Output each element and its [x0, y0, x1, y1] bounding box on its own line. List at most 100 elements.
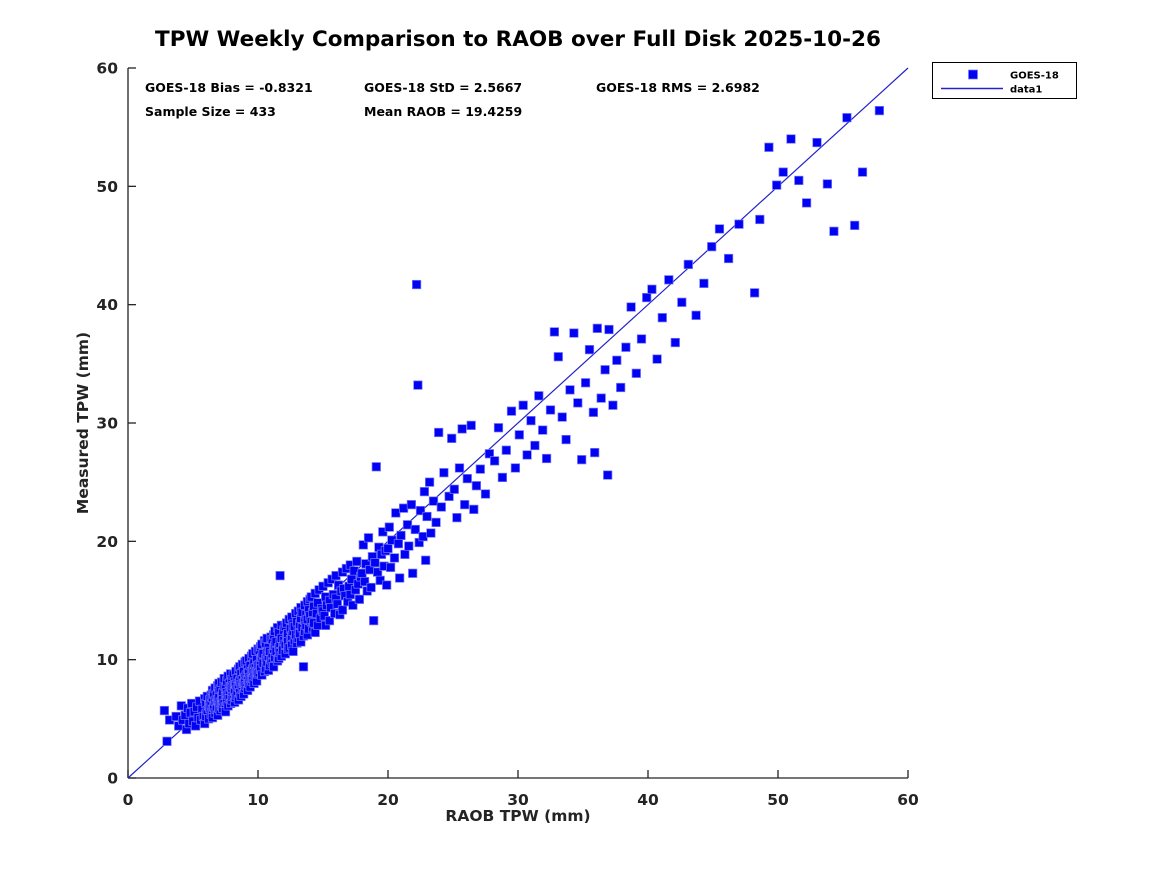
legend-label-data1: data1 [1010, 85, 1042, 96]
scatter-point [636, 334, 647, 344]
scatter-point [522, 450, 532, 460]
scatter-point [469, 504, 479, 514]
scatter-point [475, 464, 485, 474]
stat-std: GOES-18 StD = 2.5667 [364, 80, 522, 95]
x-tick-label: 50 [767, 791, 789, 809]
scatter-point [557, 412, 567, 422]
scatter-point [534, 391, 544, 401]
scatter-point [439, 468, 449, 478]
scatter-point [573, 398, 583, 408]
y-tick-label: 60 [96, 60, 118, 78]
scatter-point [352, 556, 362, 567]
y-tick-label: 30 [96, 415, 118, 433]
scatter-point [319, 611, 329, 621]
scatter-point [699, 278, 709, 288]
scatter-point [298, 662, 309, 672]
legend-box [932, 62, 1077, 99]
scatter-point [378, 527, 388, 537]
scatter-point [822, 179, 833, 189]
y-tick-label: 40 [96, 296, 118, 314]
scatter-point [412, 279, 422, 290]
scatter-point [577, 455, 587, 465]
scatter-point [514, 430, 524, 440]
scatter-point [764, 142, 774, 152]
scatter-point [452, 513, 462, 523]
scatter-point [288, 646, 298, 656]
scatter-point [874, 105, 885, 116]
scatter-point [842, 113, 852, 123]
scatter-point [384, 522, 394, 532]
y-tick-label: 0 [107, 770, 118, 788]
scatter-point [549, 327, 560, 337]
stat-mean-raob: Mean RAOB = 19.4259 [364, 104, 522, 119]
scatter-point [324, 616, 335, 626]
scatter-point [734, 219, 744, 229]
scatter-point [462, 474, 472, 484]
scatter-point [565, 385, 575, 395]
scatter-point [436, 502, 446, 512]
stat-sample-size: Sample Size = 433 [145, 104, 276, 119]
scatter-point [434, 427, 444, 438]
scatter-point [466, 420, 476, 430]
scatter-point [857, 167, 868, 177]
scatter-point [404, 541, 414, 551]
scatter-point [657, 313, 667, 323]
scatter-point [393, 539, 403, 549]
scatter-point [786, 134, 796, 144]
scatter-point [616, 382, 626, 393]
scatter-point [383, 543, 393, 554]
scatter-point [426, 528, 436, 538]
scatter-point [530, 440, 540, 451]
scatter-point [408, 568, 418, 578]
scatter-point [396, 530, 406, 541]
scatter-point [389, 553, 400, 563]
scatter-point [600, 365, 610, 375]
scatter-point [421, 555, 431, 565]
scatter-point [375, 575, 385, 585]
scatter-point [493, 423, 504, 433]
scatter-point [794, 175, 804, 186]
scatter-point [425, 477, 435, 487]
scatter-point [612, 355, 622, 365]
scatter-point [545, 405, 556, 415]
scatter-point [454, 463, 465, 473]
scatter-point [345, 589, 355, 600]
scatter-point [592, 323, 602, 333]
scatter-point [370, 558, 380, 568]
scatter-point [723, 253, 734, 264]
legend-marker-icon [968, 69, 978, 80]
scatter-point [418, 531, 428, 542]
scatter-point [510, 463, 520, 473]
y-axis-label: Measured TPW (mm) [74, 332, 92, 514]
scatter-point [652, 354, 662, 364]
x-tick-label: 60 [897, 791, 919, 809]
scatter-point [829, 226, 839, 236]
scatter-point [371, 462, 381, 472]
scatter-point [670, 337, 680, 348]
scatter-point [647, 284, 657, 294]
x-tick-label: 30 [507, 791, 529, 809]
scatter-point [707, 242, 717, 252]
scatter-point [471, 481, 481, 491]
scatter-point [553, 352, 563, 362]
data-series [127, 67, 909, 779]
scatter-point [664, 275, 674, 285]
x-tick-label: 40 [637, 791, 659, 809]
scatter-point [431, 517, 441, 528]
stat-rms: GOES-18 RMS = 2.6982 [596, 80, 760, 95]
legend: GOES-18 data1 [932, 62, 1077, 99]
scatter-point [337, 605, 348, 615]
scatter-point [480, 489, 491, 499]
scatter-point [363, 533, 374, 543]
scatter-point [631, 368, 641, 378]
scatter-point [569, 328, 579, 338]
scatter-point [428, 496, 439, 506]
x-axis-label: RAOB TPW (mm) [445, 807, 590, 825]
scatter-point [400, 549, 410, 559]
scatter-point [386, 562, 396, 572]
scatter-point [159, 705, 169, 716]
scatter-point [162, 736, 172, 746]
x-tick-label: 0 [123, 791, 134, 809]
